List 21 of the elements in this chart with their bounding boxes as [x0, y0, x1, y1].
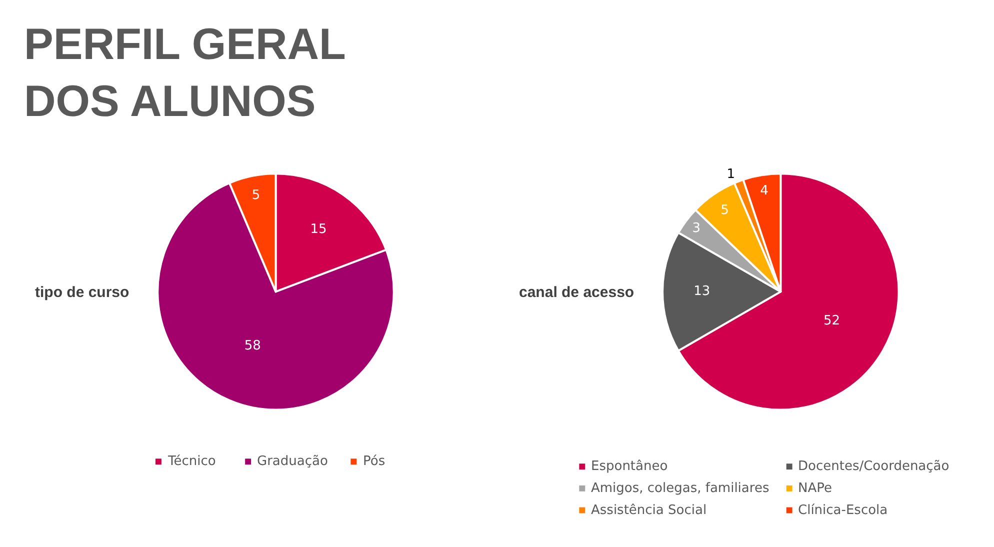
data-label: 52: [824, 314, 840, 329]
legend-label: Clínica-Escola: [798, 503, 888, 518]
data-label: 13: [694, 284, 710, 300]
legend-label: Graduação: [257, 454, 328, 469]
legend-label: Técnico: [167, 454, 216, 469]
text: PERFIL GERAL DOS ALUNOS: [24, 20, 346, 126]
legend-label: Docentes/Coordenação: [798, 459, 950, 474]
data-label: 5: [720, 203, 729, 218]
data-label: 3: [692, 220, 701, 236]
legend-label: Assistência Social: [591, 503, 707, 518]
text: tipo de curso: [35, 284, 130, 301]
legend-label: Amigos, colegas, familiares: [591, 481, 770, 496]
legend-label: Pós: [363, 454, 386, 469]
data-label: 5: [252, 188, 260, 203]
legend-label: Espontâneo: [591, 459, 668, 474]
data-label: 1: [726, 167, 736, 182]
data-label: 4: [760, 184, 768, 199]
legend-label: NAPe: [798, 481, 832, 496]
data-label: 58: [244, 338, 261, 354]
data-label: 15: [310, 222, 327, 238]
text: canal de acesso: [519, 284, 634, 301]
